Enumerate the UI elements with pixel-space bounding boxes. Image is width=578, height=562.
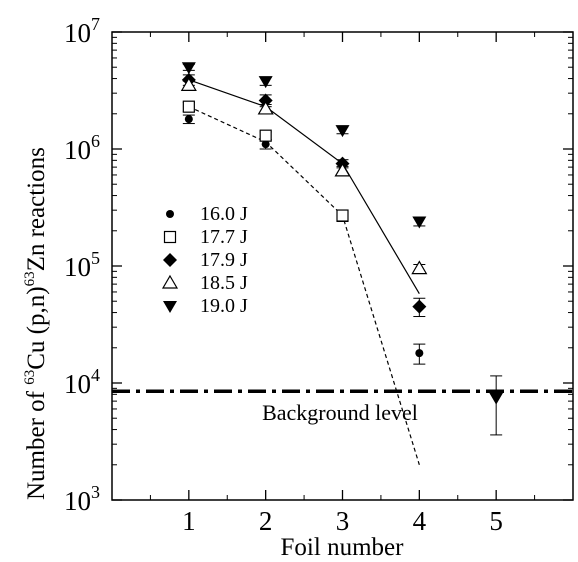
dashed-fit-line [188, 106, 420, 465]
data-point [257, 100, 274, 115]
data-point [184, 115, 193, 124]
data-points [180, 62, 504, 436]
y-axis-title-mid: Cu (p,n) [23, 286, 50, 369]
legend-label: 17.7 J [200, 226, 248, 248]
x-tick-label: 3 [336, 506, 350, 536]
data-point [261, 140, 270, 149]
data-point [336, 209, 349, 222]
y-tick-exponent: 7 [91, 14, 100, 34]
legend-marker [166, 210, 174, 218]
legend-label: 17.9 J [200, 249, 248, 271]
data-point [489, 392, 504, 405]
data-point [412, 299, 427, 314]
solid-fit-line [188, 79, 420, 294]
legend: 16.0 J17.7 J17.9 J18.5 J19.0 J [161, 203, 248, 317]
legend-label: 18.5 J [200, 272, 248, 294]
data-point [259, 129, 272, 142]
y-tick-exponent: 3 [91, 482, 100, 502]
y-axis-title-sup1: 63 [22, 370, 38, 385]
y-tick-base: 10 [64, 135, 91, 165]
legend-marker [163, 253, 177, 267]
legend-label: 19.0 J [200, 295, 248, 317]
legend-marker [163, 230, 177, 244]
data-point [180, 77, 197, 91]
data-point [258, 76, 273, 89]
data-point [181, 62, 196, 75]
x-tick-label: 2 [259, 506, 273, 536]
y-axis-title-suffix: Zn reactions [23, 147, 50, 271]
y-tick-label: 104 [64, 365, 100, 399]
y-tick-base: 10 [64, 252, 91, 282]
data-point [334, 162, 351, 177]
x-tick-label: 1 [182, 506, 196, 536]
plot-frame [111, 31, 574, 501]
legend-marker [161, 274, 179, 289]
y-tick-label: 106 [64, 131, 100, 165]
data-point [411, 260, 428, 275]
legend-label: 16.0 J [200, 203, 248, 225]
y-tick-label: 107 [64, 14, 100, 48]
y-tick-base: 10 [64, 369, 91, 399]
y-tick-base: 10 [64, 18, 91, 48]
y-tick-exponent: 6 [91, 131, 100, 151]
y-tick-exponent: 5 [91, 248, 100, 268]
data-point [258, 93, 273, 108]
data-point [412, 216, 427, 229]
x-tick-label: 4 [413, 506, 427, 536]
x-tick-label: 5 [489, 506, 503, 536]
y-axis-title-prefix: Number of [23, 385, 50, 500]
x-axis-ticks: 1 2 3 4 5 [149, 32, 536, 536]
y-tick-exponent: 4 [91, 365, 100, 385]
y-tick-base: 10 [64, 486, 91, 516]
y-axis-title-sup2: 63 [22, 271, 38, 286]
data-point [335, 125, 350, 138]
y-axis-title: Number of 63Cu (p,n)63Zn reactions [22, 147, 50, 500]
x-axis-title: Foil number [281, 534, 405, 561]
data-point [182, 100, 195, 113]
y-tick-label: 103 [64, 482, 100, 516]
fit-lines [188, 79, 420, 465]
data-point [415, 349, 424, 358]
y-tick-label: 105 [64, 248, 100, 282]
background-level-label: Background level [262, 400, 418, 425]
legend-marker [163, 301, 177, 313]
